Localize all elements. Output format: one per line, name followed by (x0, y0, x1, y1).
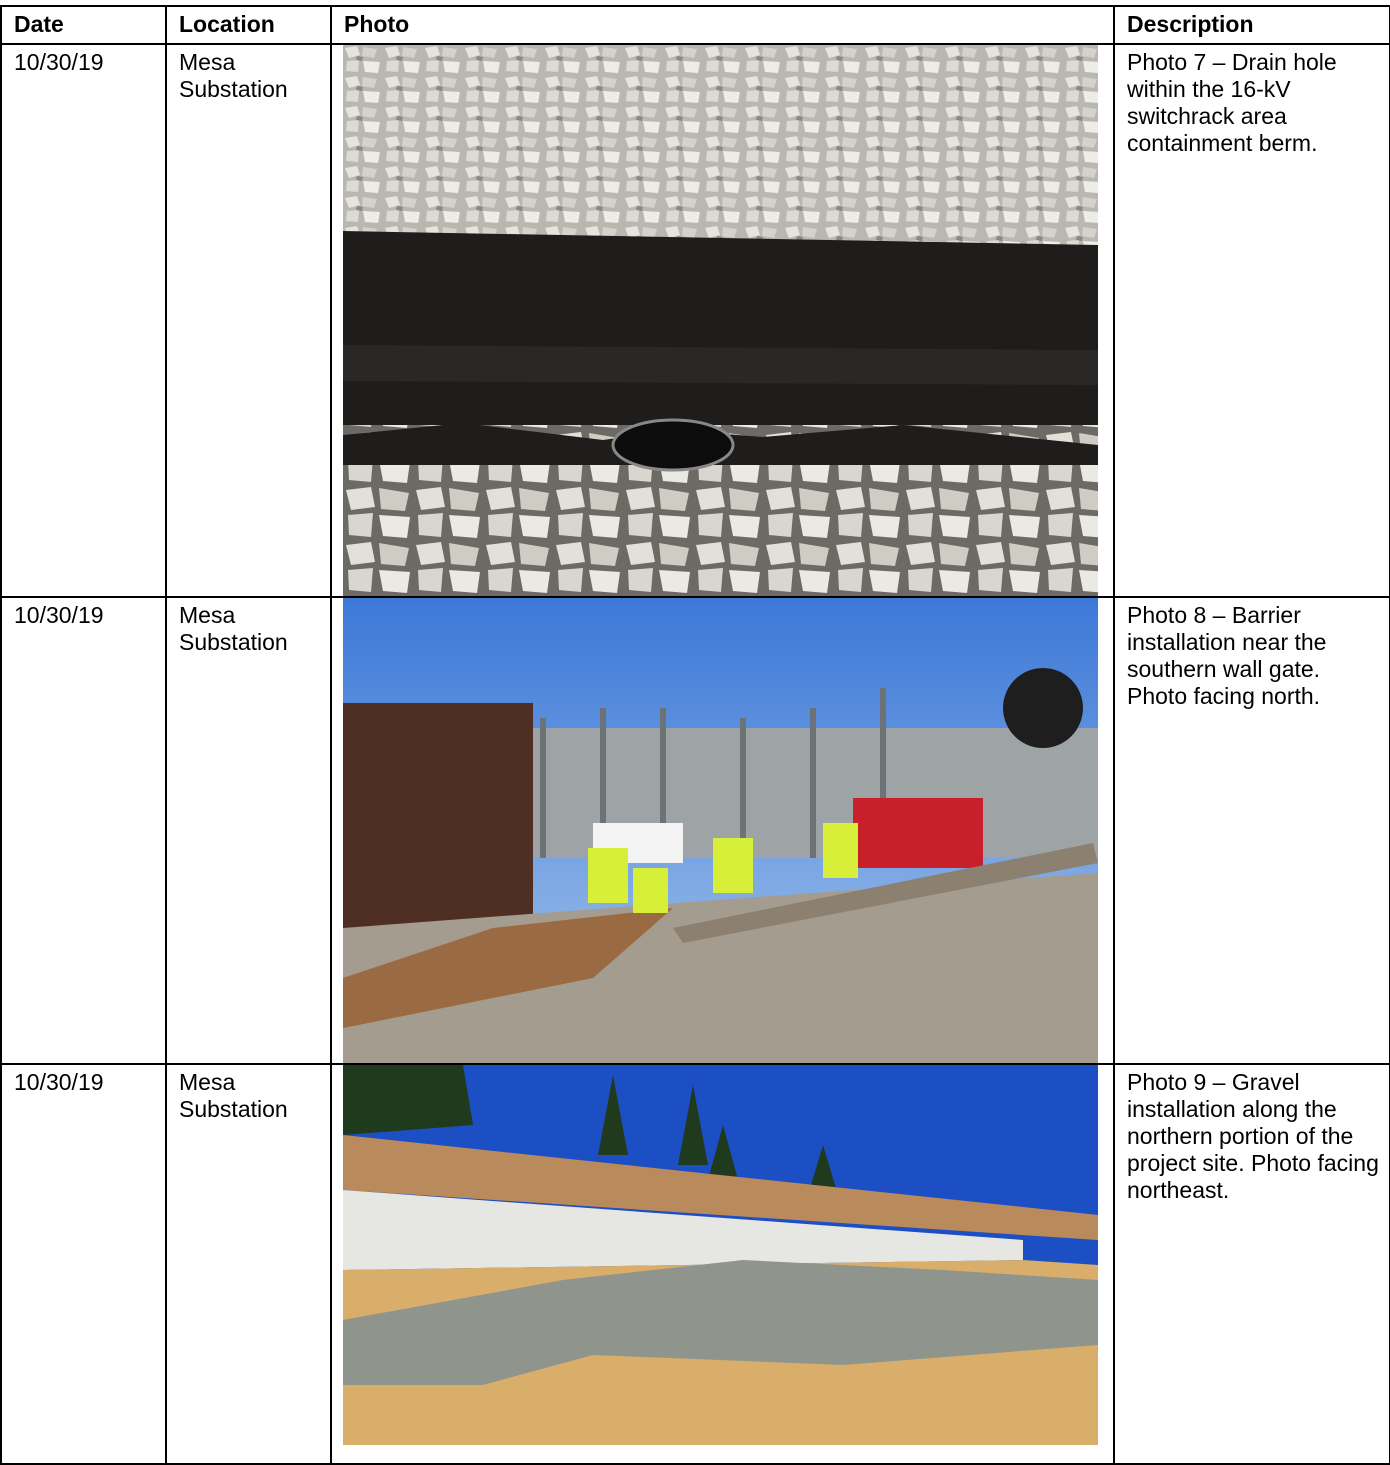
photo (343, 1066, 1098, 1445)
row: 10/30/19 Mesa Substation (0, 43, 1390, 598)
photo (343, 46, 1098, 595)
date: 10/30/19 (0, 1063, 167, 1465)
location: Mesa Substation (165, 1063, 332, 1465)
location: Mesa Substation (165, 43, 332, 598)
photo-cell (330, 43, 1115, 598)
header-cell: Description (1113, 5, 1390, 45)
date: 10/30/19 (0, 596, 167, 1065)
description: Photo 9 – Gravel installation along the … (1113, 1063, 1390, 1465)
photo-cell (330, 1063, 1115, 1465)
location: Mesa Substation (165, 596, 332, 1065)
header-cell: Location (165, 5, 332, 45)
date: 10/30/19 (0, 43, 167, 598)
header-row: Date Location Photo Description (0, 5, 1390, 45)
description: Photo 7 – Drain hole within the 16-kV sw… (1113, 43, 1390, 598)
header-cell: Date (0, 5, 167, 45)
photo-cell (330, 596, 1115, 1065)
photo-log-table: Date Location Photo Description 10/30/19… (0, 5, 1390, 1465)
row: 10/30/19 Mesa Substation (0, 596, 1390, 1065)
header-cell: Photo (330, 5, 1115, 45)
row: 10/30/19 Mesa Substation Photo 9 – Grave… (0, 1063, 1390, 1465)
description: Photo 8 – Barrier installation near the … (1113, 596, 1390, 1065)
photo (343, 599, 1098, 1062)
